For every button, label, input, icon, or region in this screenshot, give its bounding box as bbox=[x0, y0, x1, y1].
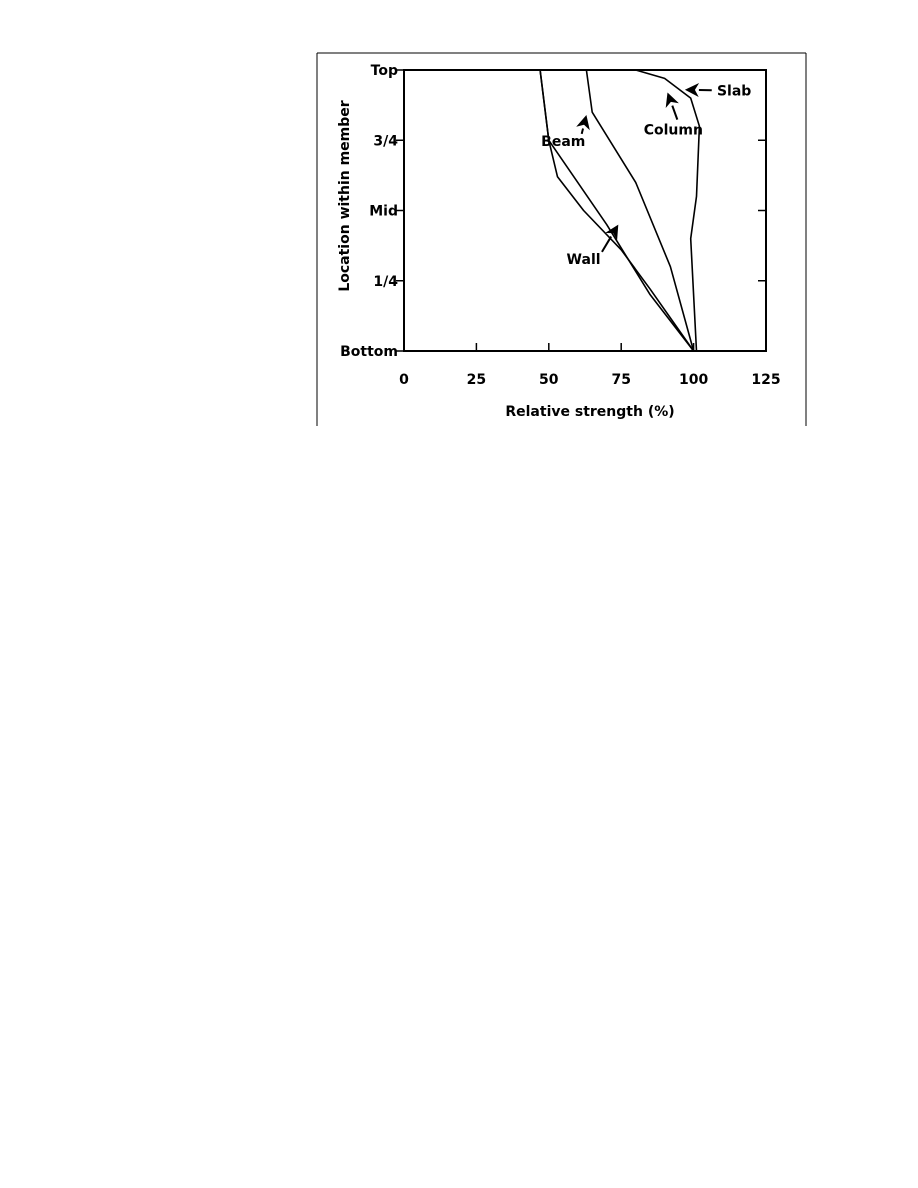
label-arrows bbox=[576, 83, 712, 253]
curve-column bbox=[585, 69, 695, 352]
x-tick-label-75: 75 bbox=[611, 372, 630, 388]
y-axis-title: Location within member bbox=[337, 100, 353, 291]
arrow-shaft-column bbox=[671, 105, 679, 120]
curve-labels: Beam Wall Column Slab bbox=[541, 83, 751, 268]
label-column: Column bbox=[644, 123, 703, 139]
y-tick-label-1-4: 1/4 bbox=[373, 274, 398, 290]
label-wall: Wall bbox=[567, 252, 601, 268]
y-tick-label-bottom: Bottom bbox=[340, 344, 398, 360]
x-tick-label-50: 50 bbox=[539, 372, 559, 388]
plot-area bbox=[403, 69, 767, 352]
x-tick-label-125: 125 bbox=[751, 372, 780, 388]
arrow-shaft-beam bbox=[580, 128, 584, 135]
x-axis-title: Relative strength (%) bbox=[505, 404, 674, 420]
curve-slab bbox=[635, 69, 701, 352]
x-tick-label-100: 100 bbox=[679, 372, 708, 388]
label-slab: Slab bbox=[717, 83, 751, 99]
y-axis-ticks: Bottom 1/4 Mid 3/4 Top bbox=[340, 63, 766, 360]
arrow-head-column bbox=[665, 92, 679, 108]
label-beam: Beam bbox=[541, 134, 585, 150]
curves bbox=[539, 69, 701, 352]
arrow-shaft-wall bbox=[601, 236, 612, 253]
arrow-head-beam bbox=[576, 115, 590, 131]
curve-wall bbox=[539, 69, 695, 352]
arrow-head-slab bbox=[684, 83, 700, 97]
x-axis-ticks: 0 25 50 75 100 125 bbox=[399, 343, 781, 388]
y-tick-label-mid: Mid bbox=[369, 204, 398, 220]
y-tick-label-top: Top bbox=[371, 63, 398, 79]
x-tick-label-25: 25 bbox=[467, 372, 486, 388]
curve-beam bbox=[539, 69, 695, 352]
y-tick-label-3-4: 3/4 bbox=[373, 133, 398, 149]
x-tick-label-0: 0 bbox=[399, 372, 409, 388]
arrow-head-wall bbox=[605, 224, 619, 241]
strength-profile-chart: 0 25 50 75 100 125 Bottom 1/4 Mid 3/4 Top Beam Wal… bbox=[316, 52, 807, 426]
